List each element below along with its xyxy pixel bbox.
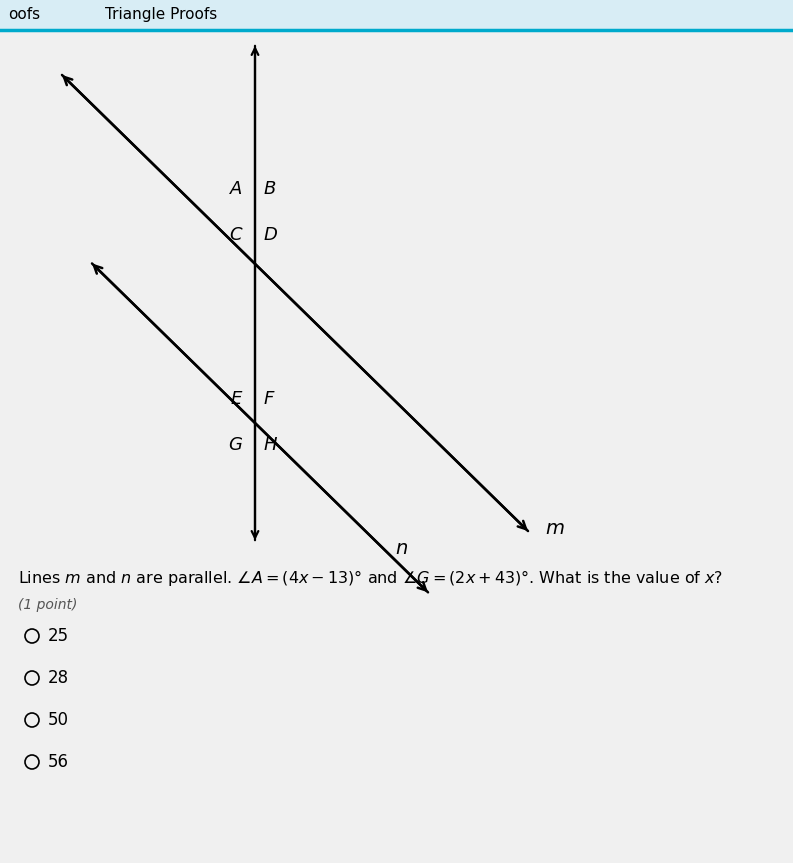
Text: (1 point): (1 point) <box>18 598 78 612</box>
Text: n: n <box>395 539 408 557</box>
Text: F: F <box>264 390 274 408</box>
Text: G: G <box>228 436 242 454</box>
Text: A: A <box>230 180 242 198</box>
Text: H: H <box>264 436 278 454</box>
Text: B: B <box>264 180 277 198</box>
Text: 28: 28 <box>48 669 69 687</box>
Text: m: m <box>545 519 564 538</box>
Text: Triangle Proofs: Triangle Proofs <box>105 8 217 22</box>
Text: C: C <box>229 226 242 244</box>
Text: oofs: oofs <box>8 8 40 22</box>
Text: 50: 50 <box>48 711 69 729</box>
Text: 25: 25 <box>48 627 69 645</box>
Text: E: E <box>231 390 242 408</box>
Text: 56: 56 <box>48 753 69 771</box>
Text: D: D <box>264 226 278 244</box>
Text: Lines $m$ and $n$ are parallel. $\angle A = (4x - 13)$° and $\angle G = (2x + 43: Lines $m$ and $n$ are parallel. $\angle … <box>18 568 723 588</box>
Bar <box>0 0 793 30</box>
